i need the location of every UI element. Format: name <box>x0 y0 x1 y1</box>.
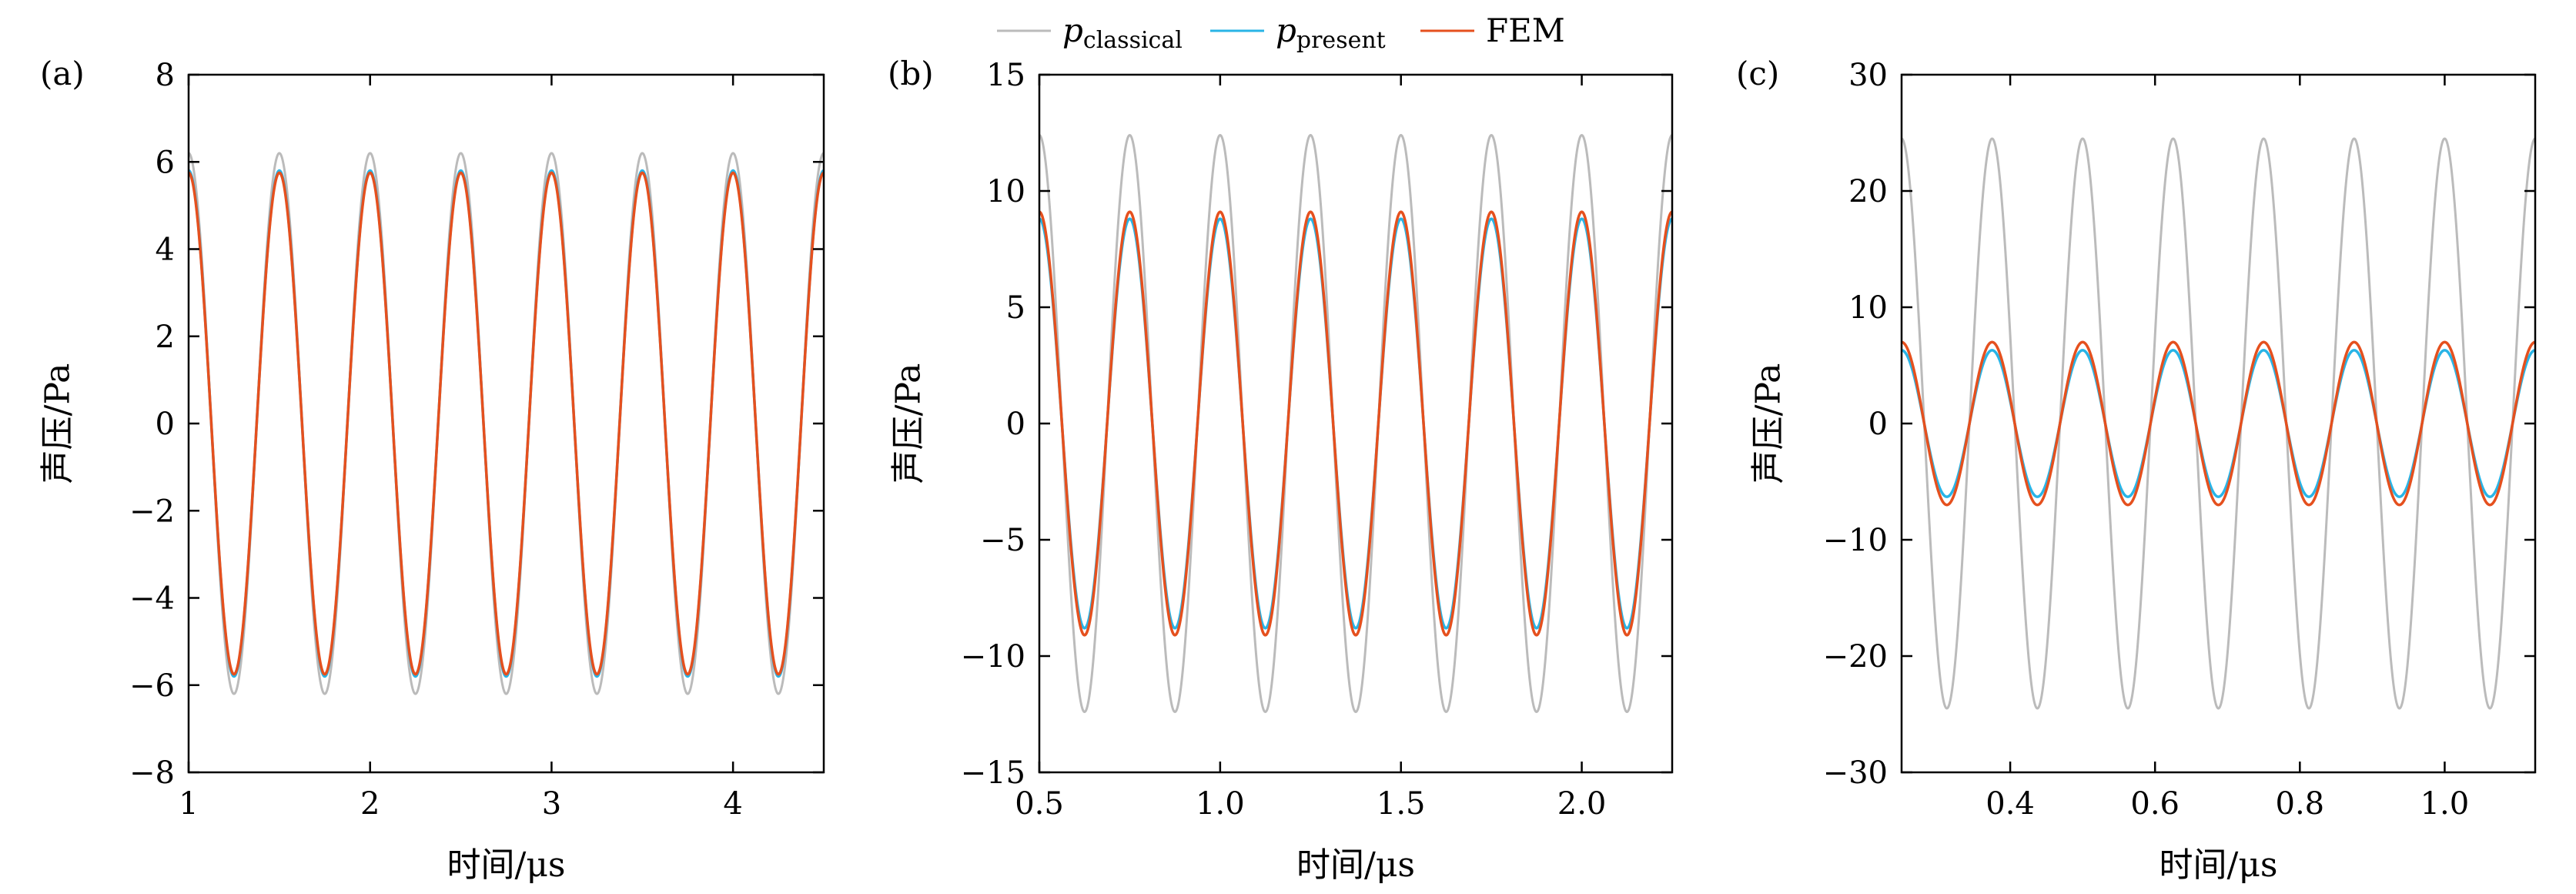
chart-panel-a: 1 2 3 4 −8 −6 −4 −2 0 2 4 6 8 时间/μs 声压/Pa (a) <box>38 55 825 885</box>
series-line-classical-a <box>189 152 824 695</box>
legend-subscript-classical: classical <box>1083 27 1183 54</box>
y-tick-label-a: 6 <box>156 145 175 180</box>
series-group-a <box>189 152 824 695</box>
x-axis-label-a: 时间/μs <box>447 845 566 885</box>
legend-entry-classical: pclassical <box>997 12 1183 54</box>
y-tick-label-a: −2 <box>129 494 175 529</box>
y-tick-label-a: −8 <box>129 755 175 791</box>
y-tick-label-b: −15 <box>961 755 1025 791</box>
series-line-present-a <box>189 169 824 678</box>
x-tick-label-c: 0.8 <box>2276 786 2325 822</box>
svg-text:pclassical: pclassical <box>1062 12 1183 54</box>
legend-subscript-present: present <box>1296 27 1386 54</box>
series-line-present-b <box>1039 217 1672 630</box>
y-tick-label-b: 5 <box>1006 290 1025 326</box>
svg-text:ppresent: ppresent <box>1276 12 1386 54</box>
panel-label-b: (b) <box>888 55 934 92</box>
y-tick-label-c: −20 <box>1823 639 1888 675</box>
x-tick-label-c: 1.0 <box>2420 786 2470 822</box>
panel-label-a: (a) <box>40 55 85 92</box>
series-line-classical-c <box>1902 137 2535 710</box>
y-tick-label-a: 0 <box>156 407 175 442</box>
axes-frame-b <box>1038 73 1674 774</box>
y-tick-label-c: 10 <box>1848 290 1888 326</box>
y-tick-label-c: −30 <box>1823 755 1888 791</box>
x-tick-label-b: 1.0 <box>1196 786 1245 822</box>
y-tick-label-c: 20 <box>1848 174 1888 209</box>
x-tick-label-c: 0.4 <box>1986 786 2035 822</box>
y-tick-label-a: 2 <box>156 320 175 355</box>
legend-entry-fem: FEM <box>1420 12 1565 49</box>
chart-panel-b: 0.5 1.0 1.5 2.0 −15 −10 −5 0 5 10 15 时间/μs 声压/Pa (b) <box>888 55 1674 885</box>
y-tick-label-c: 30 <box>1848 58 1888 93</box>
y-tick-label-b: −5 <box>980 523 1025 558</box>
y-tick-label-a: −4 <box>129 581 175 617</box>
x-axis-label-c: 时间/μs <box>2159 845 2278 885</box>
x-tick-label-b: 2.0 <box>1557 786 1607 822</box>
y-axis-label-a: 声压/Pa <box>38 363 78 484</box>
y-tick-label-a: 4 <box>156 233 175 268</box>
y-tick-label-c: −10 <box>1823 523 1888 558</box>
y-tick-label-b: 0 <box>1006 407 1025 442</box>
y-tick-label-a: 8 <box>156 58 175 93</box>
x-tick-label-a: 4 <box>723 786 742 822</box>
series-line-fem-b <box>1039 210 1672 637</box>
y-tick-label-b: −10 <box>961 639 1025 675</box>
x-tick-label-c: 0.6 <box>2130 786 2180 822</box>
x-tick-label-a: 1 <box>179 786 198 822</box>
series-group-c <box>1902 137 2535 710</box>
y-tick-label-a: −6 <box>129 668 175 704</box>
series-line-fem-a <box>189 171 824 676</box>
x-tick-label-a: 2 <box>360 786 380 822</box>
legend-label-fem: FEM <box>1486 12 1565 49</box>
y-tick-label-c: 0 <box>1868 407 1888 442</box>
series-line-classical-b <box>1039 133 1672 714</box>
x-tick-label-b: 0.5 <box>1015 786 1064 822</box>
series-line-present-c <box>1902 349 2535 498</box>
y-axis-label-c: 声压/Pa <box>1749 363 1788 484</box>
legend-entry-present: ppresent <box>1210 12 1386 54</box>
y-tick-label-b: 15 <box>986 58 1025 93</box>
x-tick-label-a: 3 <box>542 786 561 822</box>
legend-symbol-present: p <box>1276 12 1296 49</box>
y-tick-label-b: 10 <box>986 174 1025 209</box>
series-line-fem-c <box>1902 340 2535 507</box>
panel-label-c: (c) <box>1736 55 1779 92</box>
x-axis-label-b: 时间/μs <box>1296 845 1415 885</box>
series-group-b <box>1039 133 1672 714</box>
axes-frame-c <box>1900 73 2537 774</box>
chart-panel-c: 0.4 0.6 0.8 1.0 −30 −20 −10 0 10 20 30 时间/μs 声压/Pa (c… <box>1736 55 2537 885</box>
x-tick-label-b: 1.5 <box>1377 786 1426 822</box>
legend-symbol-classical: p <box>1062 12 1083 49</box>
legend: pclassical ppresent FEM <box>997 12 1565 54</box>
y-axis-label-b: 声压/Pa <box>889 363 928 484</box>
